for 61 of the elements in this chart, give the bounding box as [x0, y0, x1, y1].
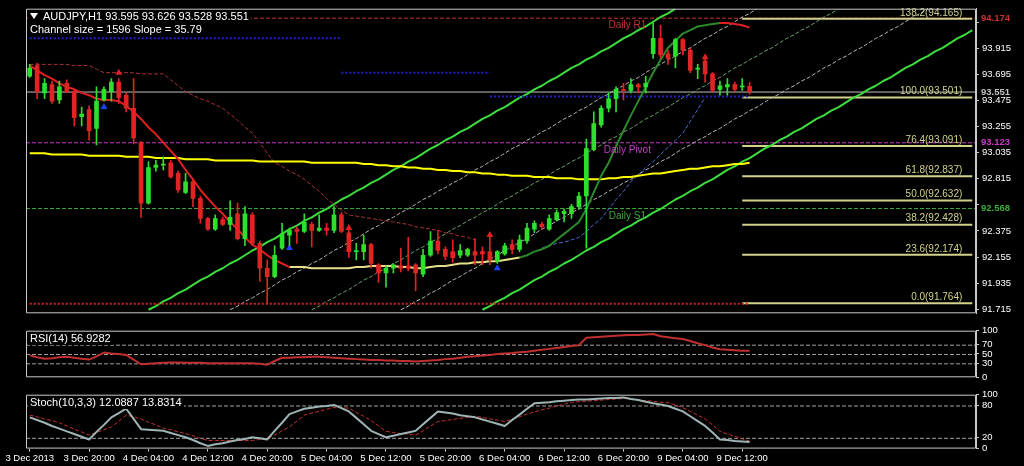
x-tick-label: 4 Dec 20:00 — [241, 451, 293, 463]
x-tick-label: 9 Dec 12:00 — [716, 451, 768, 463]
y-tick-label: 93.695 — [982, 68, 1012, 80]
candlestick — [405, 237, 411, 271]
y-tick-label: 20 — [982, 431, 993, 443]
candlestick — [472, 238, 478, 266]
x-tick-label: 4 Dec 04:00 — [122, 451, 175, 463]
series-label: 100.0(93.501) — [900, 85, 963, 97]
series-label: 23.6(92.174) — [905, 242, 963, 254]
series-label: 138.2(94.165) — [900, 6, 963, 18]
y-tick-label: 92.375 — [982, 224, 1012, 236]
y-tick-label: 50 — [982, 347, 993, 359]
x-tick-label: 6 Dec 12:00 — [538, 451, 590, 463]
ref-line-label: 93.123 — [981, 136, 1011, 148]
series-label: 38.2(92.428) — [905, 212, 963, 224]
candlestick — [353, 243, 359, 261]
y-tick-label: 30 — [982, 356, 993, 368]
y-tick-label: 93.255 — [982, 120, 1012, 132]
y-tick-label: 92.155 — [982, 250, 1012, 262]
y-tick-label: 0 — [982, 442, 988, 454]
chart-title: Stoch(10,3,3) 12.0887 13.8314 — [30, 395, 182, 408]
point — [115, 68, 123, 75]
annotation: Daily R1 — [608, 19, 647, 31]
x-tick-label: 5 Dec 12:00 — [360, 451, 412, 463]
point — [486, 231, 494, 238]
candlestick — [398, 247, 404, 273]
line-series — [541, 97, 706, 249]
series-label: 50.0(92.632) — [905, 188, 963, 200]
y-tick-label: 100 — [982, 324, 998, 336]
candlestick — [643, 75, 649, 94]
y-tick-label: 100 — [982, 388, 998, 400]
ref-line-label: 92.568 — [981, 202, 1011, 214]
point — [100, 103, 108, 110]
ref-line-label: 93.551 — [981, 85, 1011, 97]
annotation: Daily S1 — [608, 209, 647, 221]
chart-title: RSI(14) 56.9282 — [30, 331, 111, 344]
series-label: 61.8(92.837) — [905, 163, 963, 175]
line-series — [29, 63, 476, 241]
x-tick-label: 4 Dec 12:00 — [182, 451, 234, 463]
y-tick-label: 93.035 — [982, 146, 1012, 158]
y-tick-label: 92.815 — [982, 172, 1012, 184]
candlestick — [739, 78, 745, 91]
y-tick-label: 0 — [982, 370, 988, 382]
x-tick-label: 3 Dec 2013 — [5, 451, 55, 463]
series-label: 0.0(91.764) — [911, 291, 963, 303]
x-tick-label: 6 Dec 20:00 — [597, 451, 650, 463]
x-tick-label: 5 Dec 04:00 — [300, 451, 353, 463]
x-tick-label: 5 Dec 20:00 — [419, 451, 471, 463]
ref-line-label: 94.174 — [981, 11, 1011, 23]
y-tick-label: 91.715 — [982, 302, 1012, 314]
chart-title: AUDJPY,H1 93.595 93.626 93.528 93.551 — [43, 9, 249, 22]
y-tick-label: 93.475 — [982, 94, 1012, 106]
y-tick-label: 80 — [982, 399, 993, 411]
text: Channel size = 1596 Slope = 35.79 — [30, 22, 202, 35]
x-tick-label: 3 Dec 20:00 — [63, 451, 115, 463]
x-tick-label: 9 Dec 04:00 — [657, 451, 709, 463]
point — [493, 264, 501, 271]
y-tick-label: 70 — [982, 338, 993, 350]
y-tick-label: 91.935 — [982, 276, 1012, 288]
x-tick-label: 6 Dec 04:00 — [479, 451, 531, 463]
y-tick-label: 93.915 — [982, 42, 1012, 54]
